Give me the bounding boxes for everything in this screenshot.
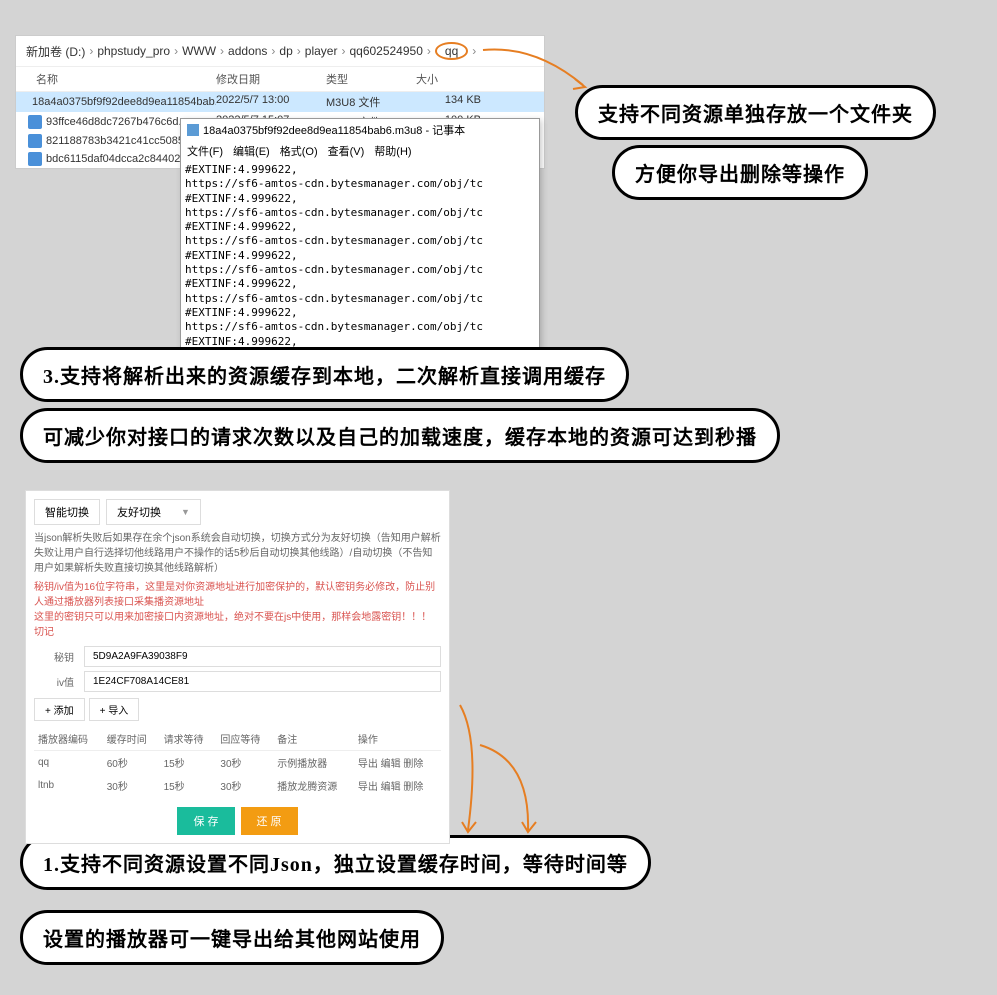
annotation-4: 可减少你对接口的请求次数以及自己的加载速度，缓存本地的资源可达到秒播 [20, 408, 780, 463]
annotation-3: 3.支持将解析出来的资源缓存到本地，二次解析直接调用缓存 [20, 347, 629, 402]
header-type[interactable]: 类型 [326, 71, 416, 87]
annotation-2: 方便你导出删除等操作 [612, 145, 868, 200]
header-date[interactable]: 修改日期 [216, 71, 326, 87]
bc-2[interactable]: WWW [182, 44, 216, 58]
annotation-1: 支持不同资源单独存放一个文件夹 [575, 85, 936, 140]
notepad-title-text: 18a4a0375bf9f92dee8d9ea11854bab6.m3u8 - … [203, 122, 465, 138]
notepad-menu: 文件(F) 编辑(E) 格式(O) 查看(V) 帮助(H) [181, 141, 539, 161]
notepad-content[interactable]: #EXTINF:4.999622, https://sf6-amtos-cdn.… [181, 161, 539, 351]
iv-label: iv值 [34, 674, 84, 689]
table-header: 播放器编码 [34, 727, 103, 751]
settings-desc: 当json解析失败后如果存在余个json系统会自动切换，切换方式分为友好切换（告… [34, 531, 441, 576]
menu-view[interactable]: 查看(V) [328, 143, 365, 159]
add-button[interactable]: + 添加 [34, 698, 85, 721]
bc-1[interactable]: phpstudy_pro [97, 44, 170, 58]
file-icon [28, 152, 42, 166]
notepad-window: 18a4a0375bf9f92dee8d9ea11854bab6.m3u8 - … [180, 118, 540, 352]
breadcrumb[interactable]: 新加卷 (D:)› phpstudy_pro› WWW› addons› dp›… [16, 36, 544, 66]
secret-input[interactable]: 5D9A2A9FA39038F9 [84, 646, 441, 667]
arrow2 [450, 700, 570, 840]
file-row[interactable]: 18a4a0375bf9f92dee8d9ea11854bab...2022/5… [16, 92, 544, 112]
table-row[interactable]: ltnb30秒15秒30秒播放龙腾资源导出 编辑 删除 [34, 774, 441, 797]
notepad-icon [187, 124, 199, 136]
table-header: 备注 [273, 727, 354, 751]
secret-label: 秘钥 [34, 649, 84, 664]
menu-help[interactable]: 帮助(H) [374, 143, 411, 159]
bc-5[interactable]: player [305, 44, 338, 58]
table-row[interactable]: qq60秒15秒30秒示例播放器导出 编辑 删除 [34, 751, 441, 775]
save-button[interactable]: 保 存 [177, 807, 234, 835]
import-button[interactable]: + 导入 [89, 698, 140, 721]
dropdown-1[interactable]: 智能切换 [34, 499, 100, 525]
bc-3[interactable]: addons [228, 44, 267, 58]
table-header: 回应等待 [216, 727, 273, 751]
settings-panel: 智能切换 友好切换▼ 当json解析失败后如果存在余个json系统会自动切换，切… [25, 490, 450, 844]
settings-warn: 秘钥/iv值为16位字符串，这里是对你资源地址进行加密保护的，默认密钥务必修改，… [34, 580, 441, 640]
arrow1 [475, 35, 595, 95]
dropdown-2[interactable]: 友好切换▼ [106, 499, 201, 525]
table-header: 操作 [354, 727, 441, 751]
header-name[interactable]: 名称 [16, 71, 216, 87]
file-icon [28, 115, 42, 129]
player-table: 播放器编码缓存时间请求等待回应等待备注操作 qq60秒15秒30秒示例播放器导出… [34, 727, 441, 797]
menu-file[interactable]: 文件(F) [187, 143, 223, 159]
bc-0[interactable]: 新加卷 (D:) [26, 43, 85, 60]
iv-input[interactable]: 1E24CF708A14CE81 [84, 671, 441, 692]
bc-6[interactable]: qq602524950 [349, 44, 422, 58]
annotation-6: 设置的播放器可一键导出给其他网站使用 [20, 910, 444, 965]
bc-4[interactable]: dp [279, 44, 292, 58]
bc-7[interactable]: qq [435, 42, 468, 60]
reset-button[interactable]: 还 原 [241, 807, 298, 835]
file-icon [28, 134, 42, 148]
notepad-titlebar: 18a4a0375bf9f92dee8d9ea11854bab6.m3u8 - … [181, 119, 539, 141]
menu-format[interactable]: 格式(O) [280, 143, 318, 159]
table-header: 请求等待 [160, 727, 217, 751]
table-header: 缓存时间 [103, 727, 160, 751]
file-list-header: 名称 修改日期 类型 大小 [16, 66, 544, 92]
menu-edit[interactable]: 编辑(E) [233, 143, 270, 159]
